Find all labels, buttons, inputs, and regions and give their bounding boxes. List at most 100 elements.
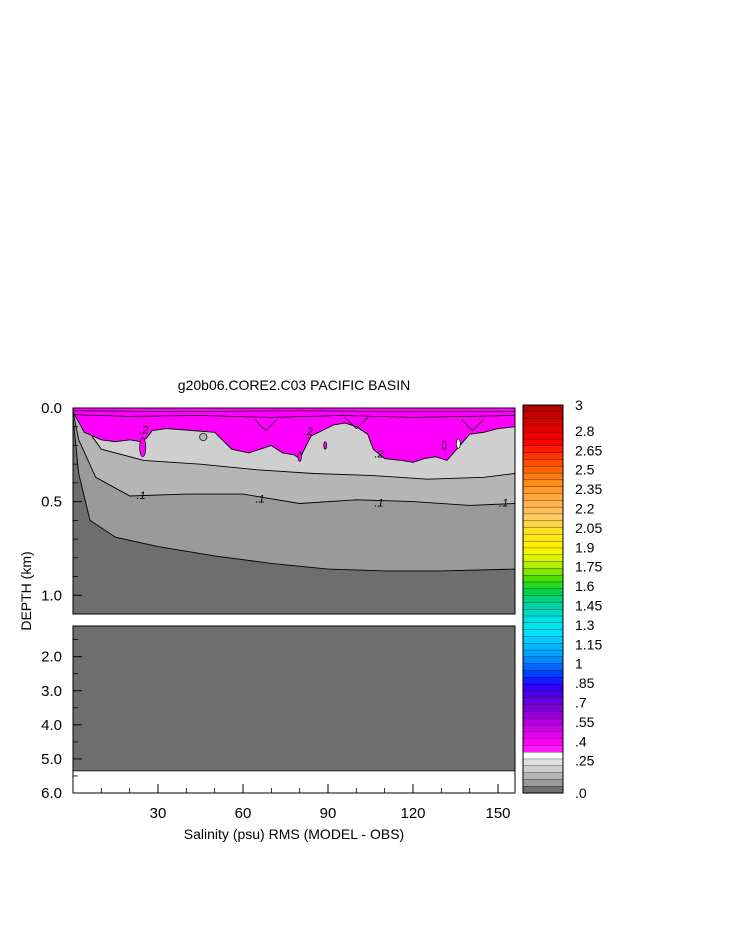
- y-tick-label: 1.0: [41, 587, 62, 604]
- x-tick-label: 150: [485, 805, 510, 822]
- colorbar-swatch: [522, 466, 564, 474]
- colorbar-label: 1.15: [575, 636, 602, 652]
- colorbar-swatch: [522, 724, 564, 733]
- colorbar-swatch: [522, 459, 564, 467]
- x-tick-label: 120: [400, 805, 425, 822]
- contour-line: [73, 414, 515, 418]
- colorbar-swatch: [522, 663, 564, 672]
- colorbar-swatch: [522, 629, 564, 637]
- contour-label: .1: [499, 497, 508, 509]
- colorbar-label: .0: [575, 785, 587, 801]
- colorbar-swatch: [522, 534, 564, 542]
- contour-blob: [139, 437, 147, 458]
- colorbar-swatch: [522, 513, 564, 522]
- colorbar-swatch: [522, 520, 564, 529]
- colorbar-swatch: [522, 786, 564, 794]
- colorbar-label: 2.5: [575, 462, 595, 478]
- colorbar-label: 1.45: [575, 598, 602, 614]
- contour-blob: [297, 451, 302, 462]
- colorbar-swatch: [522, 636, 564, 644]
- contour-line: [73, 411, 515, 506]
- colorbar-swatch: [522, 418, 564, 426]
- colorbar-swatch: [522, 704, 564, 712]
- colorbar-label: .25: [575, 753, 595, 769]
- colorbar-swatch: [522, 731, 564, 740]
- upper-fill-group: .2 .2 .2 .1 .1 .1 .1: [73, 408, 515, 614]
- x-axis-label: Salinity (psu) RMS (MODEL - OBS): [184, 826, 404, 842]
- region-fill: [73, 417, 515, 614]
- colorbar-swatch: [522, 411, 564, 420]
- colorbar-swatch: [522, 643, 564, 651]
- colorbar-swatch: [522, 690, 564, 699]
- colorbar: 3 2.8 2.65 2.5 2.35 2.2 2.05 1.9 1.75 1.6 1.45 1.3 1…: [522, 397, 602, 801]
- colorbar-swatch: [522, 656, 564, 665]
- colorbar-label: 1.3: [575, 617, 595, 633]
- contour-line: [73, 410, 515, 413]
- colorbar-swatch: [522, 575, 564, 583]
- colorbar-swatch: [522, 697, 564, 706]
- upper-panel: .2 .2 .2 .1 .1 .1 .1 0.0 0.5 1.0: [41, 400, 516, 615]
- colorbar-swatch: [522, 615, 564, 624]
- colorbar-swatch: [522, 677, 564, 685]
- colorbar-swatch: [522, 779, 564, 787]
- y-tick-label: 5.0: [41, 751, 62, 768]
- colorbar-swatch: [522, 452, 564, 461]
- colorbar-label: .55: [575, 714, 595, 730]
- colorbar-swatch: [522, 602, 564, 610]
- colorbar-swatch: [522, 404, 564, 413]
- colorbar-swatch: [522, 765, 564, 774]
- colorbar-swatch: [522, 711, 564, 719]
- colorbar-swatch: [522, 568, 564, 576]
- colorbar-swatch: [522, 472, 564, 481]
- y-tick-label: 4.0: [41, 717, 62, 734]
- contour-label: .1: [255, 494, 264, 506]
- contour-line: [73, 409, 515, 480]
- colorbar-swatch: [522, 772, 564, 780]
- colorbar-swatch: [522, 445, 564, 454]
- x-tick-label: 60: [235, 805, 252, 822]
- colorbar-swatch: [522, 438, 564, 447]
- colorbar-swatch: [522, 527, 564, 535]
- contour-label: .2: [374, 449, 383, 461]
- contour-label: .1: [136, 490, 145, 502]
- colorbar-swatch: [522, 581, 564, 590]
- colorbar-label: 2.2: [575, 501, 595, 517]
- colorbar-label: 1.9: [575, 539, 595, 555]
- colorbar-label: 2.05: [575, 520, 602, 536]
- lower-panel-frame: [72, 625, 516, 794]
- contour-blob: [442, 440, 447, 451]
- colorbar-label: .85: [575, 675, 595, 691]
- contour-blob: [323, 441, 327, 450]
- colorbar-label: 2.65: [575, 442, 602, 458]
- contour-line: [460, 418, 485, 431]
- x-tick-label: 30: [150, 805, 167, 822]
- colorbar-swatch: [522, 670, 564, 678]
- colorbar-swatch: [522, 649, 564, 658]
- colorbar-swatch: [522, 540, 564, 549]
- y-axis-label: DEPTH (km): [18, 551, 34, 630]
- colorbar-swatch: [522, 486, 564, 495]
- contour-label: .2: [139, 424, 148, 436]
- y-tick-label: 6.0: [41, 785, 62, 802]
- colorbar-frame: [522, 404, 564, 794]
- chart-title: g20b06.CORE2.C03 PACIFIC BASIN: [178, 377, 410, 393]
- colorbar-swatch: [522, 745, 564, 753]
- colorbar-swatch: [522, 425, 564, 433]
- colorbar-label: .4: [575, 733, 587, 749]
- colorbar-label: 1.6: [575, 578, 595, 594]
- contour-line: [254, 418, 278, 431]
- colorbar-swatch: [522, 506, 564, 515]
- colorbar-swatch: [522, 547, 564, 556]
- colorbar-swatch: [522, 683, 564, 692]
- y-tick-label: 0.0: [41, 400, 62, 417]
- contour-line: [344, 417, 368, 430]
- colorbar-swatch: [522, 752, 564, 760]
- colorbar-label: 3: [575, 397, 583, 413]
- colorbar-swatch: [522, 561, 564, 569]
- colorbar-swatch: [522, 717, 564, 726]
- colorbar-swatch: [522, 595, 564, 603]
- x-tick-label: 90: [320, 805, 337, 822]
- colorbar-label: 1: [575, 656, 583, 672]
- colorbar-label: 2.8: [575, 423, 595, 439]
